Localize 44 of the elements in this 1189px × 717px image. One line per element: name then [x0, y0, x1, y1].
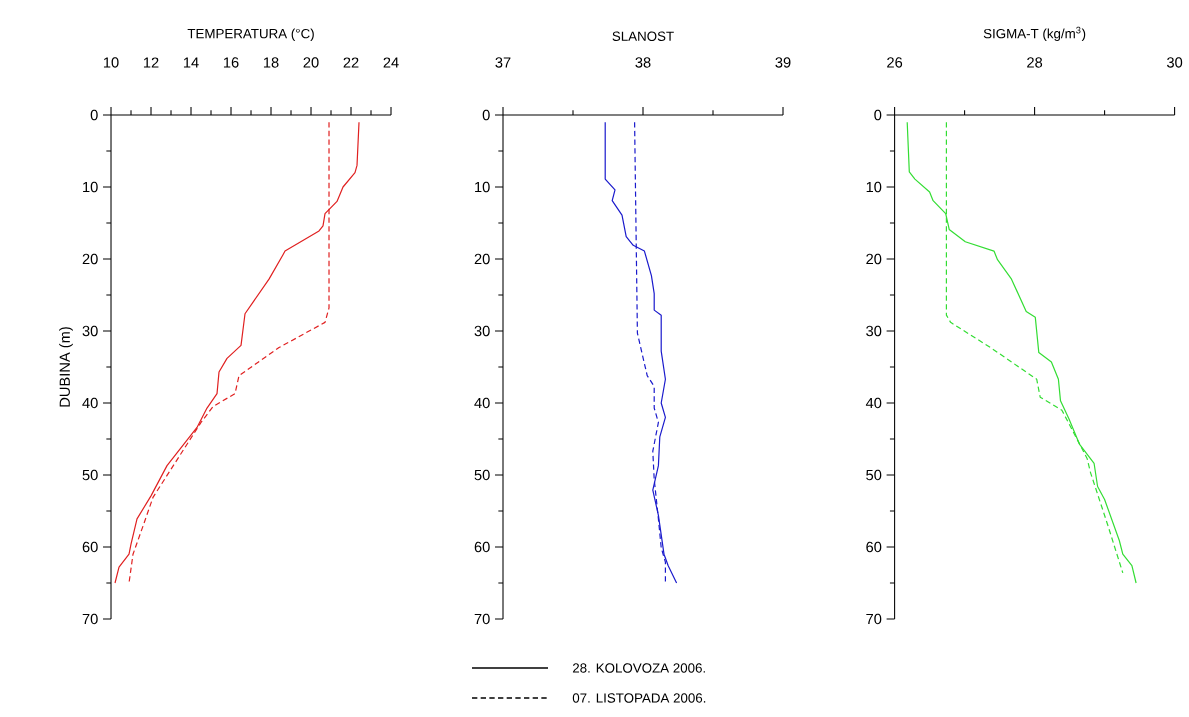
y-tick-label: 20 [474, 253, 490, 265]
y-tick-label: 30 [474, 325, 490, 337]
y-tick-label: 40 [865, 397, 882, 409]
y-tick-label: 70 [82, 613, 98, 625]
chart-title: SLANOST [612, 31, 674, 41]
y-axis-title: DUBINA (m) [59, 327, 73, 407]
y-tick-label: 50 [866, 469, 882, 481]
y-tick-label: 30 [866, 325, 882, 337]
y-tick-label: 10 [475, 181, 490, 193]
text: 28. KOLOVOZA 2006. [572, 663, 705, 673]
y-tick-label: 60 [82, 541, 98, 553]
y-tick-label: 60 [866, 541, 882, 553]
chart-title: SIGMA-T (kg/m$^{3}$) [983, 26, 1086, 41]
x-tick-label: 39 [775, 57, 791, 68]
y-tick-label: 10 [866, 181, 882, 193]
y-tick-label: 10 [83, 181, 98, 193]
y-tick-label: 70 [866, 613, 882, 625]
y-tick-label: 40 [474, 397, 490, 409]
x-tick-label: 26 [887, 57, 903, 68]
chart-title: TEMPERATURA (°C) [187, 28, 314, 41]
x-tick-label: 20 [303, 57, 319, 68]
y-tick-label: 0 [90, 109, 98, 121]
y-tick-label: 20 [866, 253, 882, 265]
x-tick-label: 16 [223, 57, 239, 68]
x-tick-label: 14 [183, 57, 199, 68]
y-tick-label: 50 [474, 469, 490, 481]
y-tick-label: 50 [82, 469, 98, 481]
y-tick-label: 0 [874, 109, 882, 121]
y-tick-label: 30 [82, 325, 98, 337]
x-tick-label: 37 [495, 57, 511, 68]
x-tick-label: 28 [1027, 57, 1043, 68]
y-tick-label: 20 [82, 253, 98, 265]
x-tick-label: 38 [635, 57, 651, 68]
y-tick-label: 70 [474, 613, 490, 625]
y-tick-label: 40 [82, 397, 98, 409]
x-tick-label: 22 [343, 57, 359, 68]
y-tick-label: 0 [482, 109, 490, 121]
text: 07. LISTOPADA 2006. [572, 693, 706, 703]
x-tick-label: 10 [103, 57, 119, 68]
x-tick-label: 24 [383, 57, 399, 68]
y-tick-label: 60 [474, 541, 490, 553]
x-tick-label: 12 [143, 57, 159, 68]
x-tick-label: 18 [263, 57, 279, 68]
x-tick-label: 30 [1167, 57, 1183, 68]
